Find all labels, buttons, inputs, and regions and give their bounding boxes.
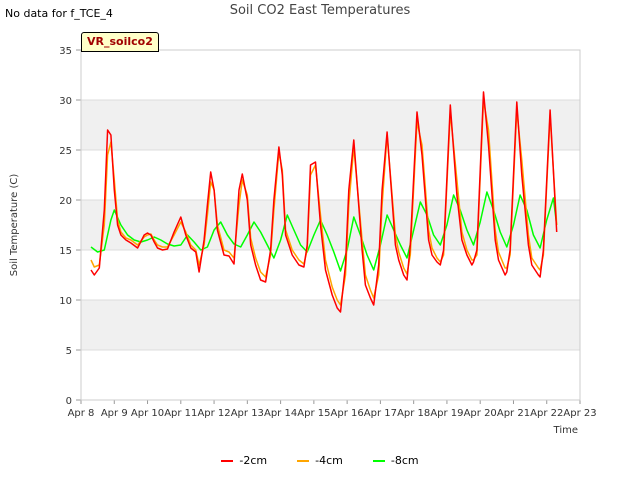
series-line-minus-2cm <box>90 91 558 313</box>
y-tick-label: 10 <box>59 296 72 307</box>
x-tick-labels: Apr 8 Apr 9 Apr 10 Apr 11 Apr 12 Apr 13 Apr 14… <box>68 408 597 419</box>
x-tick-label: Apr 21 <box>497 408 530 419</box>
y-tick-label: 20 <box>59 196 72 207</box>
y-tick-label: 15 <box>59 246 72 257</box>
plot-background-bands <box>81 100 580 350</box>
legend-label-4cm: -4cm <box>315 454 343 467</box>
x-tick-label: Apr 23 <box>563 408 596 419</box>
x-tick-label: Apr 10 <box>131 408 164 419</box>
no-data-note: No data for f_TCE_4 <box>5 7 113 20</box>
x-tick-label: Apr 14 <box>264 408 297 419</box>
legend-item: -2cm <box>221 454 267 467</box>
site-tag-label: VR_soilco2 <box>81 32 159 52</box>
y-tick-label: 25 <box>59 146 72 157</box>
x-tick-label: Apr 12 <box>197 408 230 419</box>
plot-frame <box>80 49 581 401</box>
legend-swatch-4cm <box>297 459 310 462</box>
y-tick-label: 35 <box>59 46 72 57</box>
legend: -2cm -4cm -8cm <box>0 454 640 467</box>
x-tick-label: Apr 13 <box>231 408 264 419</box>
x-tick-label: Apr 16 <box>331 408 364 419</box>
series-line-minus-8cm <box>90 191 558 272</box>
legend-swatch-8cm <box>372 459 385 462</box>
plot-band <box>81 100 580 150</box>
x-axis-label: Time <box>553 425 578 436</box>
chart-title: Soil CO2 East Temperatures <box>229 3 411 18</box>
series-lines <box>90 91 558 313</box>
x-tick-label: Apr 9 <box>101 408 128 419</box>
x-tick-label: Apr 11 <box>164 408 197 419</box>
y-axis-label: Soil Temperature (C) <box>9 174 20 277</box>
x-tick-label: Apr 17 <box>364 408 397 419</box>
legend-item: -4cm <box>297 454 343 467</box>
y-tick-label: 5 <box>66 346 72 357</box>
legend-swatch-2cm <box>221 459 234 462</box>
x-tick-label: Apr 19 <box>430 408 463 419</box>
x-tick-label: Apr 8 <box>68 408 95 419</box>
x-tick-label: Apr 20 <box>464 408 497 419</box>
x-tick-label: Apr 15 <box>297 408 330 419</box>
y-tick-label: 0 <box>66 396 72 407</box>
legend-label-8cm: -8cm <box>390 454 419 467</box>
x-tick-label: Apr 22 <box>530 408 563 419</box>
y-tick-labels: 0 5 10 15 20 25 30 35 <box>59 46 72 407</box>
legend-item: -8cm <box>372 454 419 467</box>
y-tick-label: 30 <box>59 96 72 107</box>
x-tick-label: Apr 18 <box>397 408 430 419</box>
plot-band <box>81 300 580 350</box>
legend-label-2cm: -2cm <box>239 454 268 467</box>
